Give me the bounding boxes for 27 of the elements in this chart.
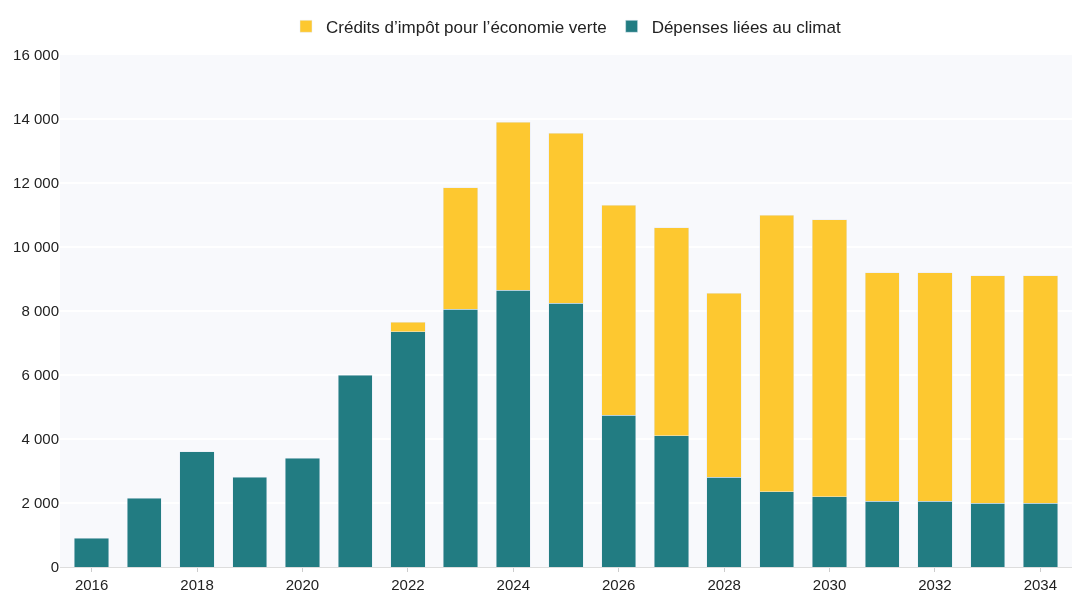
y-tick-label: 14 000 bbox=[13, 110, 59, 128]
x-tick-label: 2022 bbox=[391, 576, 425, 593]
x-tick-label: 2016 bbox=[74, 576, 109, 593]
y-tick-label: 0 bbox=[50, 558, 59, 576]
bar bbox=[232, 477, 268, 567]
bar bbox=[74, 537, 110, 567]
x-tick-label: 2020 bbox=[285, 576, 320, 593]
legend-label: Crédits d’impôt pour l’économie verte bbox=[326, 17, 607, 37]
y-tick-label: 10 000 bbox=[13, 238, 59, 256]
y-tick-label: 6 000 bbox=[21, 366, 59, 384]
x-tick-label: 2018 bbox=[180, 576, 214, 593]
y-tick-label: 4 000 bbox=[21, 430, 59, 448]
x-tick-label: 2024 bbox=[496, 576, 530, 593]
bar bbox=[285, 457, 320, 567]
bar bbox=[179, 451, 215, 567]
legend-label: Dépenses liées au climat bbox=[651, 17, 841, 37]
y-tick-label: 12 000 bbox=[13, 174, 59, 192]
bar bbox=[126, 497, 162, 567]
y-tick-label: 16 000 bbox=[13, 46, 59, 64]
x-tick-label: 2028 bbox=[707, 576, 741, 593]
y-tick-label: 8 000 bbox=[21, 302, 59, 320]
bar bbox=[337, 374, 373, 567]
x-tick-label: 2026 bbox=[602, 576, 636, 593]
x-tick-label: 2032 bbox=[918, 576, 952, 593]
x-tick-label: 2034 bbox=[1023, 576, 1058, 593]
y-tick-label: 2 000 bbox=[21, 494, 59, 512]
x-tick-label: 2030 bbox=[812, 576, 847, 593]
